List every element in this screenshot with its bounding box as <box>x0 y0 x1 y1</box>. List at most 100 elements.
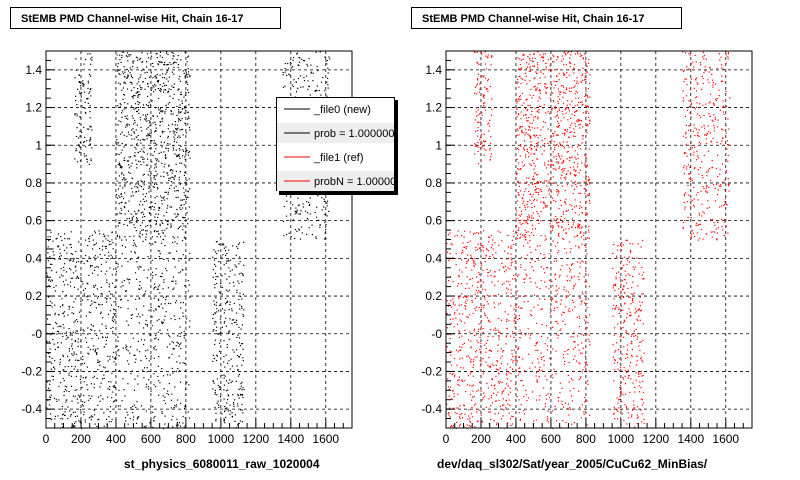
right-point <box>515 306 517 308</box>
right-point <box>622 244 624 246</box>
right-point <box>485 351 487 353</box>
left-point <box>183 72 185 74</box>
right-point <box>479 83 481 85</box>
right-point <box>490 418 492 421</box>
left-point <box>74 113 76 115</box>
right-point <box>506 383 508 385</box>
left-point <box>113 268 115 270</box>
right-point <box>582 135 584 137</box>
left-point <box>117 124 119 126</box>
left-point <box>79 116 81 119</box>
right-point <box>556 68 558 70</box>
right-point <box>566 76 568 79</box>
left-point <box>130 76 133 78</box>
left-point <box>130 251 132 253</box>
left-point <box>169 131 171 133</box>
right-point <box>559 269 561 271</box>
left-point <box>158 109 160 111</box>
right-point <box>465 247 467 249</box>
right-point <box>552 151 554 153</box>
right-point <box>525 238 527 240</box>
right-point <box>476 411 478 413</box>
left-point <box>102 245 104 247</box>
right-point <box>619 244 621 246</box>
right-point <box>476 83 478 85</box>
left-point <box>172 415 174 417</box>
left-point <box>133 108 135 110</box>
left-point <box>175 300 177 302</box>
right-point <box>640 356 642 358</box>
left-point <box>138 210 140 212</box>
right-point <box>585 105 587 108</box>
left-point <box>86 161 88 163</box>
right-point <box>476 421 478 423</box>
left-point <box>90 58 92 60</box>
right-point <box>459 358 461 360</box>
right-point <box>477 109 479 111</box>
left-point <box>90 95 92 97</box>
right-point <box>629 391 631 393</box>
right-point <box>537 51 539 53</box>
right-point <box>537 100 539 102</box>
right-point <box>541 308 543 310</box>
right-point <box>583 79 586 81</box>
right-point <box>631 414 633 416</box>
left-point <box>238 373 240 376</box>
left-point <box>306 201 308 203</box>
left-point <box>98 230 100 232</box>
left-point <box>110 327 112 329</box>
right-point <box>556 191 558 193</box>
right-point <box>561 162 563 164</box>
left-point <box>231 319 233 321</box>
left-point <box>219 342 221 344</box>
right-point <box>619 277 621 279</box>
left-point <box>146 383 148 385</box>
left-point <box>165 73 167 75</box>
right-point <box>565 210 567 212</box>
right-point <box>446 403 448 405</box>
left-point <box>161 130 163 132</box>
left-point <box>72 354 74 356</box>
right-point <box>526 216 529 218</box>
left-point <box>176 141 178 143</box>
left-point <box>179 162 181 164</box>
right-point <box>466 245 468 248</box>
left-point <box>139 93 141 96</box>
right-point <box>547 173 549 175</box>
right-point <box>483 133 485 135</box>
left-point <box>188 116 190 118</box>
right-point <box>535 116 537 118</box>
left-point <box>118 82 120 84</box>
left-point <box>171 168 173 171</box>
left-point <box>140 142 142 144</box>
left-point <box>80 300 82 302</box>
right-point <box>529 240 531 242</box>
left-point <box>159 258 161 260</box>
left-point <box>159 87 161 90</box>
right-point <box>520 69 522 71</box>
left-point <box>184 237 186 240</box>
right-point <box>581 162 583 164</box>
right-point <box>571 87 573 89</box>
right-point <box>516 232 518 234</box>
right-point <box>573 168 575 170</box>
right-point <box>518 185 520 187</box>
right-point <box>478 232 480 234</box>
left-point <box>79 82 81 84</box>
left-point <box>126 135 128 137</box>
right-point <box>557 189 559 191</box>
right-point <box>574 114 576 117</box>
left-point <box>154 415 156 418</box>
right-point <box>517 348 519 350</box>
left-point <box>54 304 56 306</box>
left-point <box>178 118 180 121</box>
left-point <box>81 428 83 430</box>
left-point <box>90 88 92 90</box>
right-point <box>516 361 518 363</box>
left-point <box>153 297 155 299</box>
left-point <box>139 59 141 61</box>
left-point <box>242 348 244 350</box>
right-point <box>562 185 564 187</box>
left-point <box>303 60 305 62</box>
right-point <box>446 327 449 329</box>
